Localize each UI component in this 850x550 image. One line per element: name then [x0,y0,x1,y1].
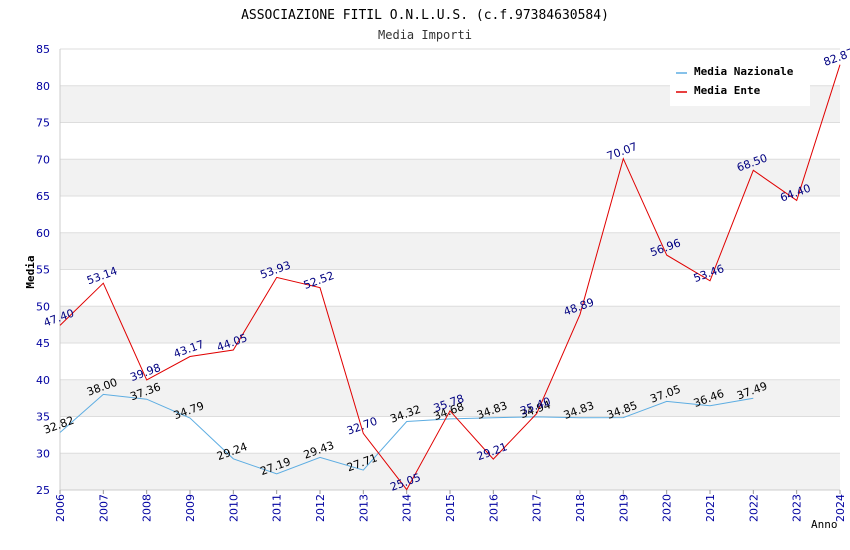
y-tick-label: 75 [36,117,50,130]
series-line-media-ente [59,64,841,491]
y-tick-label: 25 [36,484,50,497]
x-tick-label: 2018 [574,494,587,522]
grid-band [60,232,840,270]
legend-box [670,60,810,106]
data-label: 32.70 [345,415,379,438]
y-axis-label: Media [24,255,37,288]
y-tick-label: 60 [36,227,50,240]
grid-lines [60,48,840,491]
x-tick-label: 2009 [184,494,197,522]
x-tick-label: 2017 [531,494,544,522]
series-lines [59,64,841,491]
chart-title: ASSOCIAZIONE FITIL O.N.L.U.S. (c.f.97384… [241,8,609,23]
y-tick-label: 65 [36,190,50,203]
x-axis-label: Anno [811,518,838,531]
legend-label-media-ente: Media Ente [694,84,761,97]
x-tick-label: 2014 [401,494,414,522]
y-tick-label: 50 [36,300,50,313]
y-tick-label: 30 [36,447,50,460]
grid-band [60,306,840,343]
x-tick-label: 2024 [834,494,847,522]
x-tick-label: 2020 [661,494,674,522]
x-tick-label: 2016 [487,494,500,522]
grid-band [60,159,840,196]
y-tick-label: 55 [36,264,50,277]
y-tick-label: 35 [36,411,50,424]
x-tick-label: 2019 [617,494,630,522]
x-tick-label: 2008 [141,494,154,522]
y-tick-label: 45 [36,337,50,350]
legend: Media Nazionale Media Ente [670,60,810,106]
y-tick-label: 85 [36,43,50,56]
data-label: 52.52 [302,269,336,292]
x-tick-labels: 2006 2007 2008 2009 2010 2011 2012 2013 2014 2015… [54,494,847,522]
series-line-media-nazionale [59,393,754,475]
x-tick-label: 2006 [54,494,67,522]
y-tick-label: 40 [36,374,50,387]
x-tick-label: 2012 [314,494,327,522]
x-tick-label: 2015 [444,494,457,522]
x-tick-label: 2023 [791,494,804,522]
x-tick-label: 2022 [747,494,760,522]
y-tick-label: 70 [36,153,50,166]
x-tick-label: 2010 [227,494,240,522]
y-tick-labels: 25 30 35 40 45 50 55 60 65 70 75 80 85 [36,43,50,497]
grid-band [60,453,840,490]
chart-subtitle: Media Importi [378,28,472,42]
x-tick-label: 2013 [357,494,370,522]
y-tick-label: 80 [36,80,50,93]
x-tick-label: 2021 [704,494,717,522]
grid-bands [60,85,840,490]
x-tick-label: 2007 [97,494,110,522]
x-tick-label: 2011 [271,494,284,522]
axes [59,49,841,494]
legend-label-media-nazionale: Media Nazionale [694,65,794,78]
